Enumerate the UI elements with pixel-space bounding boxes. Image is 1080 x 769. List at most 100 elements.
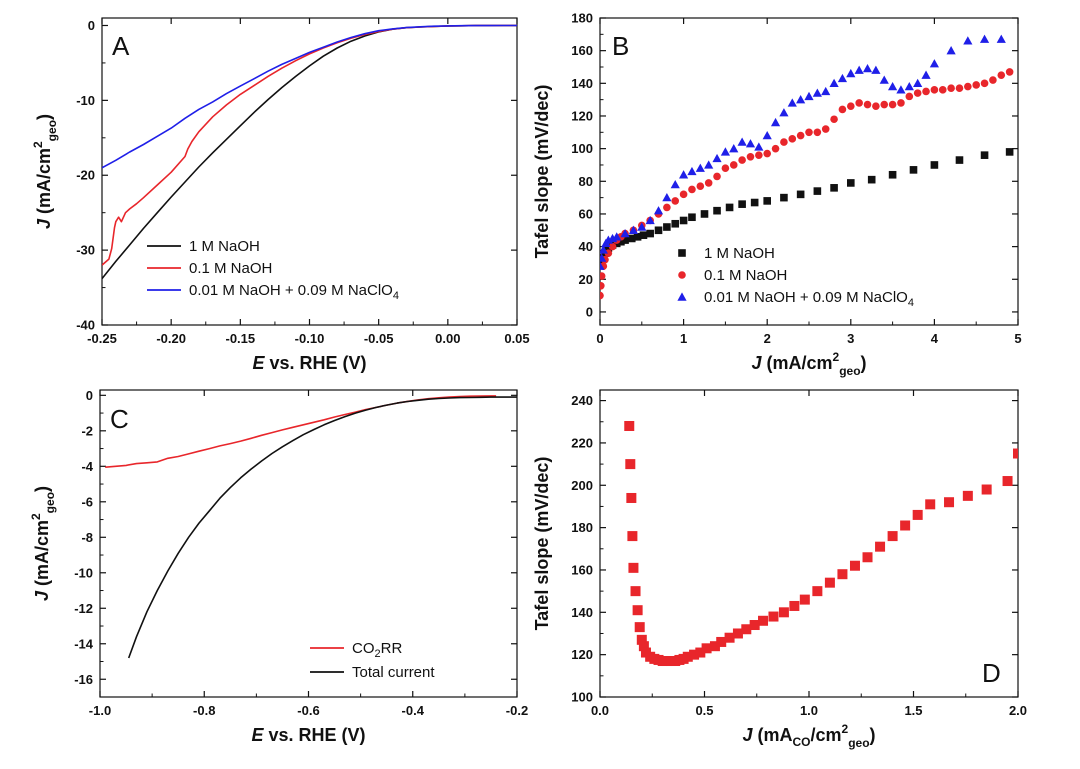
panel-b-series-0-1-m-naoh-point (955, 84, 964, 93)
panel-b-series-1-m-naoh-point (980, 151, 989, 159)
panel-b-series-1-m-naoh-point (930, 161, 939, 169)
panel-c-legend-entry: Total current (352, 664, 435, 681)
panel-b-series-0-01-m-naoh-0-09-m-naclo4-point (996, 34, 1006, 43)
panel-b-series-0-1-m-naoh-point (600, 282, 605, 290)
panel-b-series-1-m-naoh-point (867, 175, 876, 184)
panel-b-x-tick-label: 1 (680, 331, 687, 346)
chart-panel-a: -0.25 -0.20 -0.15 -0.10 -0.05 0.00 0.05 0 -10 -20… (31, 17, 530, 373)
panel-c-y-tick-label: 0 (86, 388, 93, 403)
panel-b-series-1-m-naoh-point (725, 203, 734, 212)
panel-b-series-0-01-m-naoh-0-09-m-naclo4-point (854, 65, 864, 74)
panel-d-series-co-tafel-slope-point (695, 647, 706, 658)
panel-b-series-0-01-m-naoh-0-09-m-naclo4-point (846, 68, 856, 78)
panel-b-series-0-1-m-naoh-point (771, 144, 780, 153)
panel-d-series-co-tafel-slope-point (625, 459, 636, 470)
panel-b-series-1-m-naoh-point (909, 166, 918, 174)
panel-b-series-1-m-naoh-point (750, 198, 759, 207)
panel-d-y-tick-label: 140 (571, 605, 593, 620)
panel-b-series-0-1-m-naoh-point (838, 105, 847, 114)
panel-c-y-tick-label: -12 (74, 601, 93, 616)
panel-a-series-1-m-naoh-line (102, 24, 517, 280)
panel-a-x-tick-label: -0.10 (295, 331, 325, 346)
panel-b-series-0-01-m-naoh-0-09-m-naclo4-point (946, 46, 956, 55)
panel-d-y-tick-label: 240 (571, 393, 593, 408)
panel-b-series-1-m-naoh-point (679, 216, 688, 225)
panel-b-series-1-m-naoh-point (633, 233, 642, 241)
panel-c-y-axis-label: J (mA/cm2geo) (29, 486, 57, 601)
panel-b-series-0-01-m-naoh-0-09-m-naclo4-point (720, 147, 730, 156)
panel-d-series-co-tafel-slope-point (627, 531, 638, 542)
panel-d-series-co-tafel-slope-point (824, 577, 835, 588)
panel-d-letter: D (982, 658, 1001, 688)
panel-b-legend-entry: 0.1 M NaOH (704, 267, 787, 284)
panel-b-series-0-01-m-naoh-0-09-m-naclo4-point (762, 130, 772, 140)
panel-b-series-0-1-m-naoh-point (997, 71, 1006, 79)
panel-c-x-axis-label: E vs. RHE (V) (251, 725, 365, 745)
panel-a-legend-entry: 0.1 M NaOH (189, 260, 272, 277)
panel-b-series-0-01-m-naoh-0-09-m-naclo4-point (913, 78, 923, 87)
panel-b-series-1-m-naoh-point (955, 156, 964, 164)
panel-b-x-axis-label: J (mA/cm2geo) (751, 350, 866, 378)
panel-b-y-tick-label: 140 (571, 76, 593, 91)
panel-b-series-0-1-m-naoh-point (721, 164, 730, 173)
panel-a-x-tick-label: 0.05 (504, 331, 529, 346)
panel-d-series-co-tafel-slope-point (1013, 448, 1018, 459)
panel-b-series-0-01-m-naoh-0-09-m-naclo4-point (745, 139, 756, 148)
panel-a-y-tick-label: -40 (76, 318, 95, 333)
panel-b-series-0-01-m-naoh-0-09-m-naclo4-point (779, 108, 789, 117)
panel-a-x-tick-label: -0.15 (226, 331, 256, 346)
panel-d-series-co-tafel-slope-point (862, 552, 873, 563)
panel-b-series-0-1-m-naoh-point (863, 100, 872, 109)
panel-b-series-1-m-naoh-point (621, 236, 629, 244)
panel-d-series-co-tafel-slope-point (626, 492, 637, 503)
panel-b-series-0-01-m-naoh-0-09-m-naclo4-point (712, 153, 722, 163)
panel-b-legend: 1 M NaOH 0.1 M NaOH 0.01 M NaOH + 0.09 M N… (677, 245, 914, 309)
panel-c-x-tick-label: -0.4 (402, 703, 425, 718)
panel-d-series-co-tafel-slope-point (837, 569, 848, 580)
panel-b-x-tick-label: 2 (764, 331, 771, 346)
panel-a-legend-entry: 1 M NaOH (189, 238, 260, 255)
panel-a-legend: 1 M NaOH 0.1 M NaOH 0.01 M NaOH + 0.09 M N… (147, 238, 399, 302)
panel-b-series-0-01-m-naoh-0-09-m-naclo4-point (695, 163, 705, 172)
panel-d-series-co-tafel-slope-point (799, 594, 810, 605)
panel-a-y-tick-label: 0 (88, 18, 95, 33)
panel-b-x-tick-label: 5 (1014, 331, 1021, 346)
panel-b-series-0-01-m-naoh-0-09-m-naclo4-point (871, 65, 881, 74)
panel-a-x-tick-label: -0.20 (156, 331, 186, 346)
panel-b-series-0-1-m-naoh-point (905, 92, 914, 101)
panel-b-series-1-m-naoh-point (813, 187, 822, 195)
panel-a-x-tick-label: -0.05 (364, 331, 394, 346)
panel-b-series-0-1-m-naoh-point (888, 100, 897, 109)
panel-b-series-0-01-m-naoh-0-09-m-naclo4-point (821, 86, 831, 96)
panel-c-y-tick-label: -10 (74, 565, 93, 580)
panel-b-x-tick-label: 0 (596, 331, 603, 346)
panel-a-series-0-1-m-naoh-line (102, 24, 517, 266)
panel-c-letter: C (110, 404, 129, 434)
panel-b-series-0-1-m-naoh-point (688, 185, 696, 194)
panel-d-series-co-tafel-slope-point (701, 643, 712, 654)
panel-b-series-0-01-m-naoh-0-09-m-naclo4-point (704, 160, 714, 169)
panel-b-series-0-1-m-naoh-point (897, 99, 905, 107)
panel-b-y-tick-label: 160 (571, 43, 593, 58)
panel-b-series-1-m-naoh-point (888, 170, 897, 179)
panel-b-y-tick-label: 180 (571, 11, 593, 26)
panel-d-series-co-tafel-slope-point (981, 484, 992, 495)
panel-b-series-0-1-m-naoh-point (671, 197, 680, 205)
panel-d-series-co-tafel-slope-point (624, 420, 635, 431)
panel-b-series-1-m-naoh-point (654, 226, 663, 235)
panel-d-series-co-tafel-slope-point (636, 634, 647, 645)
panel-b-y-tick-label: 0 (586, 304, 593, 319)
panel-d-data-area (624, 420, 1018, 667)
panel-b-series-0-01-m-naoh-0-09-m-naclo4-point (620, 228, 630, 238)
panel-b-series-0-01-m-naoh-0-09-m-naclo4-point (729, 144, 739, 153)
panel-b-series-0-01-m-naoh-0-09-m-naclo4-point (829, 78, 839, 87)
panel-b-series-0-1-m-naoh-point (930, 86, 939, 94)
panel-d-series-co-tafel-slope-point (741, 624, 752, 635)
panel-d-series-co-tafel-slope-point (925, 499, 936, 510)
panel-b-series-0-01-m-naoh-0-09-m-naclo4-point (687, 166, 697, 176)
panel-b-series-1-m-naoh-point (763, 197, 771, 205)
panel-d-series-co-tafel-slope-point (812, 586, 823, 597)
panel-b-series-0-1-m-naoh-point (608, 242, 617, 251)
panel-b-series-1-m-naoh-point (796, 190, 805, 199)
